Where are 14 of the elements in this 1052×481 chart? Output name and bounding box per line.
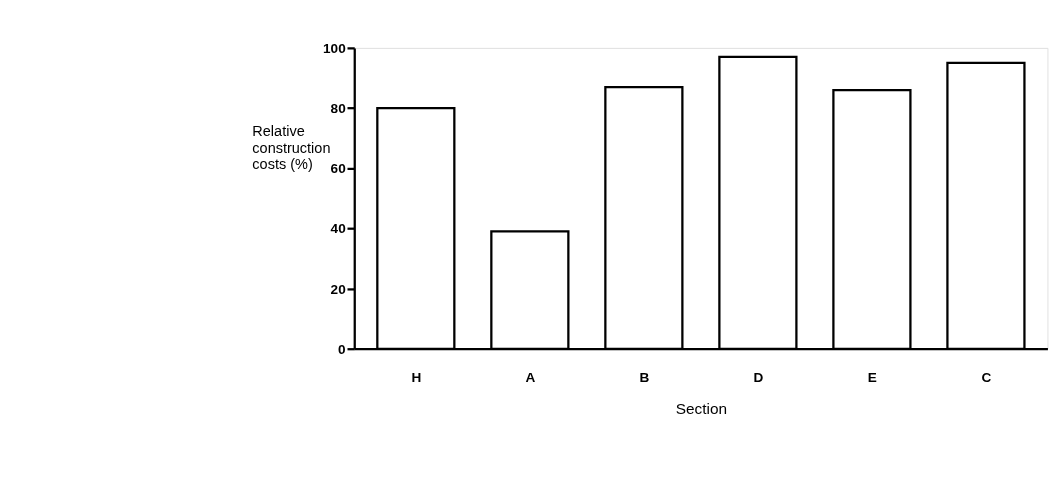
y-tick-label: 80 [330,101,346,117]
y-axis-title: Relative construction costs (%) [252,123,331,172]
x-tick-label: D [753,369,764,385]
x-tick-label: A [525,369,536,385]
y-tick-label: 40 [330,221,346,237]
x-tick-label: B [639,369,650,385]
y-tick-label: 20 [330,281,346,297]
x-tick-label: H [411,369,422,385]
x-axis-title: Section [675,400,728,418]
y-tick-label: 60 [330,161,346,177]
x-tick-label: E [867,369,877,385]
x-tick-label: C [981,369,992,385]
y-tick-label: 0 [338,341,346,357]
y-tick-label: 100 [323,40,346,56]
